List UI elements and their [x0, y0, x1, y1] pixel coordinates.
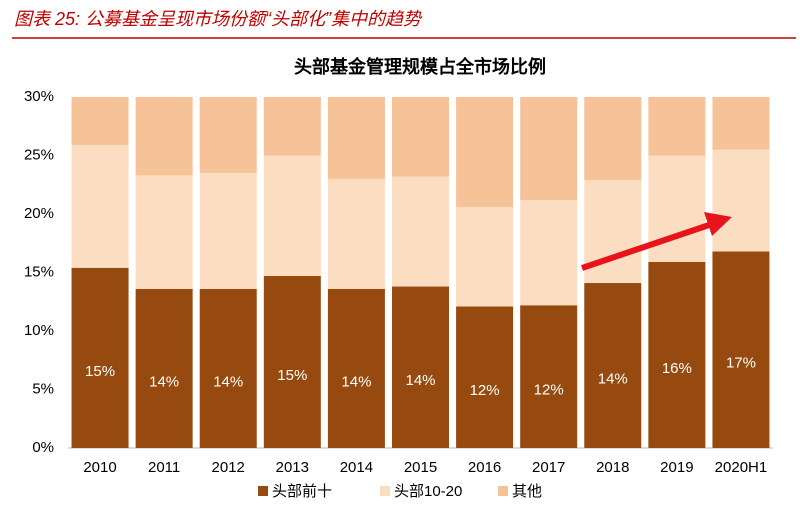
figure-caption: 图表 25: 公募基金呈现市场份额“头部化”集中的趋势 — [14, 9, 423, 29]
y-tick-label: 10% — [24, 322, 54, 339]
x-tick-label: 2019 — [660, 459, 693, 476]
bar-segment — [648, 97, 706, 156]
bar-segment — [456, 206, 514, 307]
value-label: 14% — [213, 373, 243, 390]
bar-segment — [648, 261, 706, 448]
bar-segment — [648, 155, 706, 262]
bar-segment — [71, 144, 129, 268]
bar-segment — [712, 97, 770, 150]
bar-segment — [135, 97, 193, 176]
x-tick-label: 2013 — [276, 459, 309, 476]
legend-label: 其他 — [512, 483, 542, 500]
bar-segment — [520, 199, 578, 306]
x-tick-label: 2012 — [212, 459, 245, 476]
bar-segment — [584, 283, 642, 448]
bar-segment — [392, 176, 449, 287]
legend-swatch — [258, 486, 268, 496]
bar-segment — [712, 149, 770, 252]
value-label: 14% — [405, 372, 435, 389]
bar-segment — [712, 251, 770, 448]
bar-segment — [199, 97, 257, 174]
bar-segment — [392, 286, 449, 448]
x-tick-label: 2016 — [468, 459, 501, 476]
y-tick-label: 15% — [24, 263, 54, 280]
x-tick-label: 2014 — [340, 459, 373, 476]
x-tick-label: 2010 — [83, 459, 116, 476]
bar-segment — [327, 178, 385, 289]
value-label: 14% — [149, 373, 179, 390]
legend-label: 头部前十 — [272, 483, 332, 500]
legend-swatch — [498, 486, 508, 496]
x-tick-label: 2018 — [596, 459, 629, 476]
chart-title: 头部基金管理规模占全市场比例 — [294, 56, 546, 77]
value-label: 12% — [470, 382, 500, 399]
value-label: 15% — [85, 363, 115, 380]
bar-segment — [327, 97, 385, 179]
arrow-shaft — [581, 221, 713, 271]
x-tick-label: 2015 — [404, 459, 437, 476]
arrow-head — [704, 212, 732, 236]
legend-swatch — [380, 486, 390, 496]
value-label: 15% — [277, 367, 307, 384]
x-tick-label: 2011 — [148, 459, 180, 476]
value-label: 14% — [598, 370, 628, 387]
x-tick-label: 2017 — [532, 459, 565, 476]
x-tick-label: 2020H1 — [715, 459, 768, 476]
bar-segment — [584, 97, 642, 181]
value-label: 17% — [726, 355, 756, 372]
value-label: 16% — [662, 360, 692, 377]
bar-segment — [456, 97, 514, 207]
bar-segment — [135, 288, 193, 448]
y-tick-label: 0% — [32, 439, 54, 456]
bar-segment — [199, 288, 257, 448]
bar-segment — [520, 305, 578, 448]
y-tick-label: 20% — [24, 205, 54, 222]
value-label: 14% — [341, 373, 371, 390]
value-label: 12% — [534, 382, 564, 399]
y-tick-label: 30% — [24, 88, 54, 105]
bar-segment — [199, 173, 257, 289]
y-tick-label: 25% — [24, 146, 54, 163]
bar-segment — [520, 97, 578, 200]
bar-segment — [263, 97, 321, 156]
bar-segment — [392, 97, 449, 177]
bar-segment — [135, 175, 193, 289]
legend-label: 头部10-20 — [394, 483, 462, 500]
bar-segment — [71, 97, 129, 145]
bar-segment — [327, 288, 385, 448]
bar-segment — [584, 180, 642, 284]
trend-arrow — [581, 212, 732, 271]
y-tick-label: 5% — [32, 380, 54, 397]
bar-segment — [263, 276, 321, 448]
bar-segment — [456, 306, 514, 448]
bar-segment — [71, 267, 129, 448]
bar-segment — [263, 155, 321, 277]
